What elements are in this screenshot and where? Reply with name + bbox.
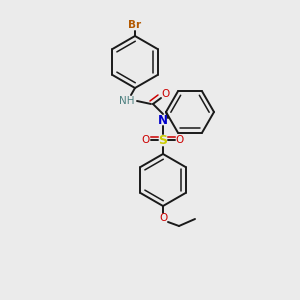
Text: N: N: [158, 113, 168, 127]
Text: O: O: [142, 135, 150, 145]
Text: O: O: [176, 135, 184, 145]
Text: S: S: [158, 134, 167, 146]
Text: O: O: [161, 89, 169, 99]
Text: O: O: [159, 213, 167, 223]
Text: Br: Br: [128, 20, 142, 30]
Text: NH: NH: [119, 96, 135, 106]
